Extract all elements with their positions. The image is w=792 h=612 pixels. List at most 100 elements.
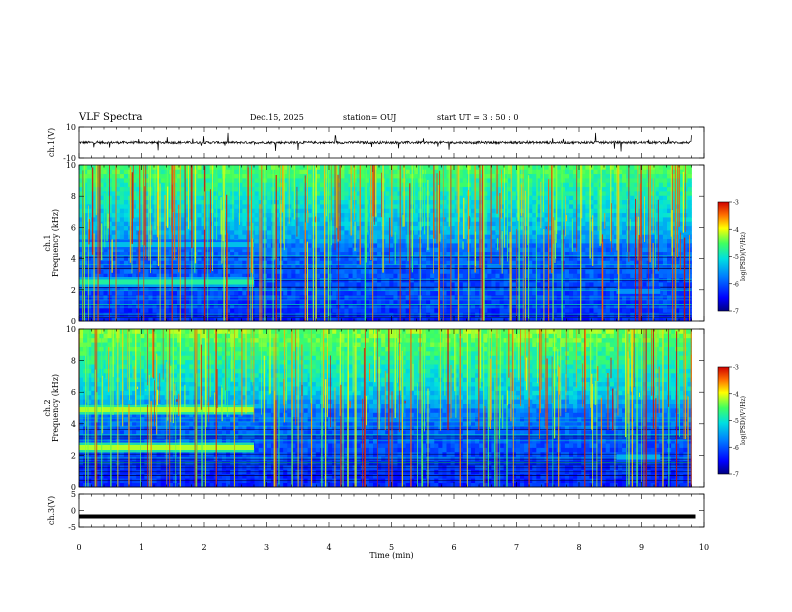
spectrogram-cell <box>295 169 300 175</box>
spectrogram-cell <box>287 282 292 287</box>
spectrogram-cell <box>609 195 615 201</box>
spectrogram-cell <box>581 195 586 201</box>
spectrogram-cell <box>385 303 390 309</box>
spectrogram-cell <box>368 273 374 279</box>
spectrogram-cell <box>462 264 468 270</box>
spectrogram-cell <box>430 286 435 292</box>
spectrogram-cell <box>352 316 358 322</box>
spectrogram-cell <box>103 290 108 296</box>
spectrogram-cell <box>238 234 243 240</box>
spectrogram-cell <box>613 273 619 279</box>
spectrogram-cell <box>446 277 451 283</box>
spectrogram-cell <box>556 308 562 313</box>
spectrogram-cell <box>589 195 594 201</box>
spectrogram-cell <box>585 312 590 318</box>
spectrogram-cell <box>295 234 300 240</box>
spectrogram-cell <box>426 251 431 257</box>
spectrogram-cell <box>491 312 496 318</box>
spectrogram-cell <box>111 286 117 292</box>
spectrogram-cell <box>434 230 439 235</box>
spectrogram-cell <box>205 182 211 188</box>
spectrogram-cell <box>79 312 84 318</box>
spectrogram-cell <box>581 212 586 218</box>
spectrogram-cell <box>601 199 607 205</box>
spectrogram-cell <box>450 186 456 192</box>
spectrogram-cell <box>168 234 174 240</box>
spectrogram-cell <box>311 195 317 201</box>
ch1-ytick-label: -10 <box>63 154 76 163</box>
spectrogram-cell <box>597 251 603 257</box>
spectrogram-cell <box>238 247 243 253</box>
spectrogram-cell <box>462 225 468 231</box>
spectrogram-cell <box>103 212 108 218</box>
spectrogram-cell <box>360 260 366 266</box>
spectrogram-cell <box>185 230 190 235</box>
spectrogram-cell <box>160 299 166 305</box>
spectrogram-cell <box>544 243 549 248</box>
spectrogram-cell <box>426 295 431 300</box>
spectrogram-cell <box>626 256 631 261</box>
spectrogram-cell <box>315 165 321 170</box>
spectrogram-cell <box>618 230 623 235</box>
spectrogram-cell <box>442 234 447 240</box>
spectrogram-cell <box>544 282 549 287</box>
spectrogram-cell <box>462 316 468 322</box>
spectrogram-cell <box>609 234 615 240</box>
spectrogram-cell <box>128 264 133 270</box>
spectrogram-cell <box>332 234 337 240</box>
spectrogram-cell <box>618 186 623 192</box>
spectrogram-cell <box>536 212 541 218</box>
spectrogram-cell <box>201 212 206 218</box>
spectrogram-cell <box>217 247 223 253</box>
spectrogram-cell <box>524 221 529 227</box>
spectrogram-cell <box>315 191 321 196</box>
station-label: station= OUJ <box>343 113 397 122</box>
spectrogram-cell <box>168 212 174 218</box>
spectrogram-cell <box>283 264 288 270</box>
spectrogram-cell <box>315 295 321 300</box>
spectrogram-cell <box>377 217 382 222</box>
spectrogram-cell <box>185 178 190 183</box>
spectrogram-cell <box>87 208 92 214</box>
spectrogram-cell <box>483 256 488 261</box>
spectrogram-cell <box>556 208 562 214</box>
spectrogram-cell <box>111 312 117 318</box>
spectrogram-cell <box>193 316 198 322</box>
spectrogram-cell <box>275 238 280 244</box>
spectrogram-cell <box>177 303 182 309</box>
spectrogram-cell <box>471 277 476 283</box>
spectrogram-cell <box>266 173 272 179</box>
spectrogram-cell <box>226 269 231 274</box>
spectrogram-cell <box>368 286 374 292</box>
spectrogram-cell <box>520 277 525 283</box>
spectrogram-cell <box>589 269 594 274</box>
spectrogram-cell <box>185 191 190 196</box>
spectrogram-cell <box>585 169 590 175</box>
spectrogram-cell <box>283 299 288 305</box>
spectrogram-cell <box>87 290 92 296</box>
spectrogram-cell <box>315 173 321 179</box>
spectrogram-cell <box>242 273 247 279</box>
spectrogram-cell <box>442 247 447 253</box>
spectrogram-cell <box>234 173 239 179</box>
spectrogram-cell <box>503 273 509 279</box>
spectrogram-cell <box>377 208 382 214</box>
spectrogram-cell <box>585 204 590 209</box>
spectrogram-cell <box>352 256 358 261</box>
spectrogram-cell <box>132 169 137 175</box>
spectrogram-cell <box>303 199 309 205</box>
spectrogram-cell <box>319 199 325 205</box>
spectrogram-cell <box>548 234 554 240</box>
spectrogram-cell <box>299 286 304 292</box>
spectrogram-cell <box>160 295 166 300</box>
spectrogram-cell <box>360 256 366 261</box>
spectrogram-cell <box>213 251 219 257</box>
spectrogram-cell <box>581 251 586 257</box>
spectrogram-cell <box>548 303 554 309</box>
spectrogram-cell <box>115 225 121 231</box>
spectrogram-cell <box>589 199 594 205</box>
spectrogram-cell <box>364 165 370 170</box>
spectrogram-cell <box>177 191 182 196</box>
spectrogram-cell <box>626 251 631 257</box>
spectrogram-cell <box>593 230 598 235</box>
